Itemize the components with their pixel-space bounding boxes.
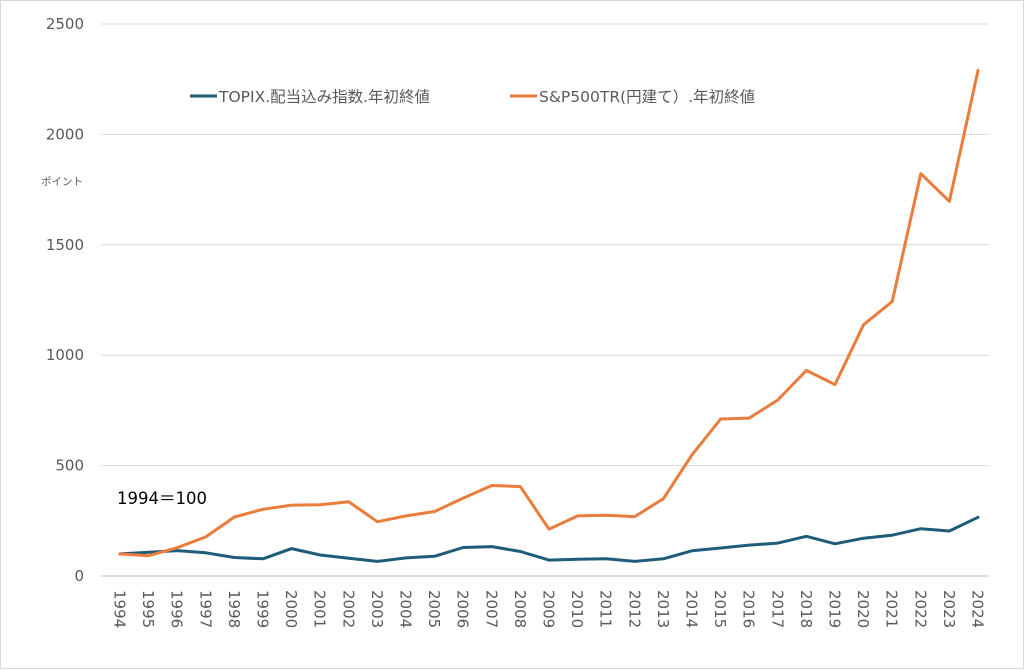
x-tick-label-2023: 2023	[940, 590, 958, 628]
x-tick-label-2020: 2020	[854, 590, 872, 628]
legend: TOPIX.配当込み指数.年初終値 S&P500TR(円建て）.年初終値	[190, 88, 755, 106]
y-tick-label-2500: 2500	[46, 15, 84, 33]
x-tick-label-2015: 2015	[711, 590, 729, 628]
x-tick-label-1994: 1994	[111, 590, 129, 628]
y-tick-label-1500: 1500	[46, 236, 84, 254]
x-tick-label-2003: 2003	[368, 590, 386, 628]
y-tick-label-500: 500	[55, 457, 84, 475]
x-tick-label-2013: 2013	[654, 590, 672, 628]
x-tick-label-2016: 2016	[740, 590, 758, 628]
x-tick-label-2024: 2024	[969, 590, 987, 628]
x-tick-label-1999: 1999	[254, 590, 272, 628]
x-tick-label-2007: 2007	[482, 590, 500, 628]
x-tick-label-2005: 2005	[425, 590, 443, 628]
x-tick-label-2002: 2002	[339, 590, 357, 628]
series-lines	[118, 68, 980, 563]
x-tick-label-2017: 2017	[768, 590, 786, 628]
x-tick-label-2014: 2014	[683, 590, 701, 628]
x-tick-label-1996: 1996	[168, 590, 186, 628]
x-tick-label-2011: 2011	[597, 590, 615, 628]
y-tick-label-1000: 1000	[46, 346, 84, 364]
legend-label-sp500: S&P500TR(円建て）.年初終値	[539, 88, 755, 106]
base-year-annotation: 1994＝100	[117, 489, 207, 508]
x-tick-label-1995: 1995	[139, 590, 157, 628]
x-tick-label-2008: 2008	[511, 590, 529, 628]
x-tick-label-2010: 2010	[568, 590, 586, 628]
x-tick-label-2009: 2009	[540, 590, 558, 628]
x-tick-label-2019: 2019	[826, 590, 844, 628]
series-line-sp500	[118, 68, 980, 558]
x-tick-label-2000: 2000	[282, 590, 300, 628]
x-tick-label-1997: 1997	[196, 590, 214, 628]
x-tick-label-2018: 2018	[797, 590, 815, 628]
y-tick-label-2000: 2000	[46, 125, 84, 143]
x-tick-label-2012: 2012	[625, 590, 643, 628]
y-tick-label-0: 0	[74, 567, 84, 585]
x-tick-label-2022: 2022	[911, 590, 929, 628]
y-axis-ticks: 0 500 1000 1500 2000 2500	[46, 15, 84, 585]
series-line-topix	[118, 515, 980, 563]
legend-label-topix: TOPIX.配当込み指数.年初終値	[218, 88, 430, 106]
x-axis-ticks: 1994 1995 1996 1997 1998 1999 2000 2001 2002 2003…	[111, 590, 987, 628]
gridlines	[101, 23, 989, 577]
x-tick-label-2006: 2006	[454, 590, 472, 628]
x-tick-label-2004: 2004	[397, 590, 415, 628]
x-tick-label-2021: 2021	[883, 590, 901, 628]
x-tick-label-2001: 2001	[311, 590, 329, 628]
x-tick-label-1998: 1998	[225, 590, 243, 628]
y-axis-unit-label: ポイント	[41, 176, 83, 188]
